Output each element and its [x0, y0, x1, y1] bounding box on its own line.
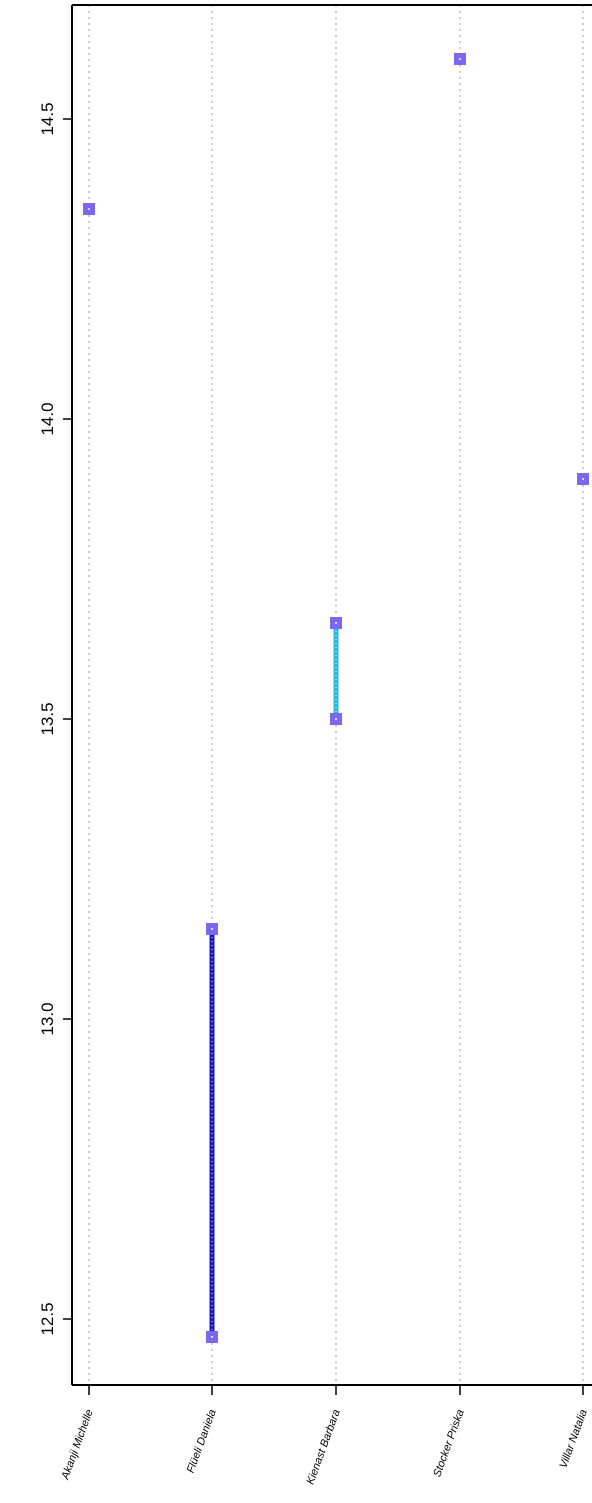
x-category-label: Stocker Priska	[431, 1408, 467, 1479]
y-tick-label: 14.5	[38, 102, 57, 135]
range-lines	[209, 623, 339, 1337]
data-point-dot-2-0	[335, 622, 337, 624]
y-tick-label: 12.5	[38, 1302, 57, 1335]
data-point-dot-1-1	[211, 1336, 213, 1338]
x-category-label: Kienast Barbara	[305, 1408, 343, 1486]
x-category-label: Flüeli Daniela	[185, 1408, 219, 1475]
y-axis: 12.5 13.0 13.5 14.0 14.5	[38, 102, 72, 1336]
y-tick-label: 13.5	[38, 702, 57, 735]
y-tick-label: 14.0	[38, 402, 57, 435]
x-category-label: Akanji Michelle	[59, 1408, 96, 1482]
plot-frame	[71, 4, 592, 1386]
x-axis: Akanji Michelle Flüeli Daniela Kienast Bar…	[59, 1385, 590, 1486]
data-point-dot-2-1	[335, 718, 337, 720]
data-point-dot-1-0	[211, 928, 213, 930]
data-points	[83, 53, 589, 1343]
y-tick-label: 13.0	[38, 1002, 57, 1035]
data-point-dot-4-0	[582, 478, 584, 480]
data-point-dot-3-0	[459, 58, 461, 60]
data-point-dot-0-0	[88, 208, 90, 210]
x-category-label: Villar Natalia	[557, 1408, 589, 1470]
